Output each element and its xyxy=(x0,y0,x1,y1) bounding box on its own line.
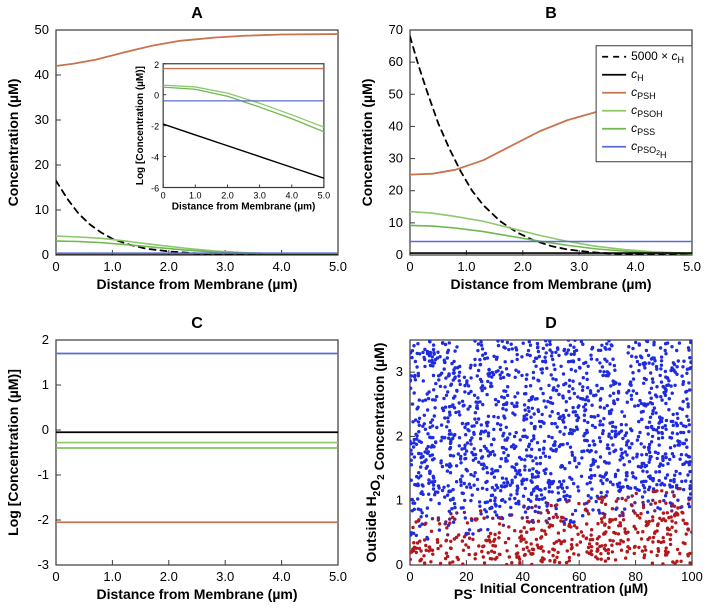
svg-text:0: 0 xyxy=(396,247,403,262)
series-line xyxy=(410,225,692,253)
svg-text:2: 2 xyxy=(396,428,403,443)
panel-title: B xyxy=(545,5,557,22)
plot-area xyxy=(56,354,338,523)
svg-text:20: 20 xyxy=(389,183,403,198)
panel-a: 01.02.03.04.05.001020304050ADistance fro… xyxy=(5,5,347,292)
x-axis-label: PS- Initial Concentration (µM) xyxy=(454,580,648,602)
svg-text:-2: -2 xyxy=(151,122,159,132)
panel-d: 0204060801000123DPS- Initial Concentrati… xyxy=(363,315,703,602)
svg-text:5.0: 5.0 xyxy=(683,259,701,274)
svg-text:5.0: 5.0 xyxy=(329,569,347,584)
svg-text:30: 30 xyxy=(35,112,49,127)
svg-text:60: 60 xyxy=(389,54,403,69)
svg-text:40: 40 xyxy=(35,67,49,82)
svg-text:40: 40 xyxy=(389,118,403,133)
svg-text:Distance from Membrane (µm): Distance from Membrane (µm) xyxy=(172,202,316,213)
panel-c: 0 1.0 2.0 3.0 4.0 5.0 -3 -2 -1 0 1 2 C Distance from … xyxy=(5,315,347,602)
svg-text:4.0: 4.0 xyxy=(273,569,291,584)
svg-text:4.0: 4.0 xyxy=(627,259,645,274)
svg-text:2.0: 2.0 xyxy=(221,191,234,201)
svg-text:1: 1 xyxy=(42,377,49,392)
y-axis-label: Log [Concentration (µM)] xyxy=(5,369,21,536)
svg-text:0: 0 xyxy=(42,422,49,437)
svg-text:70: 70 xyxy=(389,22,403,37)
svg-text:4.0: 4.0 xyxy=(273,259,291,274)
svg-text:-3: -3 xyxy=(37,557,49,572)
panel-title: C xyxy=(191,315,203,332)
legend: 5000 × cHcHcPSHcPSOHcPSScPSO2H xyxy=(596,46,692,162)
series-line xyxy=(410,212,692,254)
x-axis-label: Distance from Membrane (µm) xyxy=(451,276,652,292)
panel-b: 0 1.0 2.0 3.0 4.0 5.0 0 10 20 30 40 50 60 70 B Distance… xyxy=(359,5,701,292)
svg-text:10: 10 xyxy=(389,215,403,230)
panel-title: D xyxy=(545,315,557,332)
svg-text:2: 2 xyxy=(154,60,159,70)
scatter-area xyxy=(408,338,693,566)
svg-text:2.0: 2.0 xyxy=(160,259,178,274)
svg-text:20: 20 xyxy=(459,569,473,584)
svg-text:3.0: 3.0 xyxy=(216,569,234,584)
svg-text:1.0: 1.0 xyxy=(457,259,475,274)
legend-item-label: 5000 × cH xyxy=(631,49,684,65)
panel-title: A xyxy=(191,5,203,22)
svg-text:5.0: 5.0 xyxy=(329,259,347,274)
svg-text:0: 0 xyxy=(406,569,413,584)
svg-text:5.0: 5.0 xyxy=(318,191,331,201)
svg-text:-4: -4 xyxy=(151,153,159,163)
svg-text:1.0: 1.0 xyxy=(103,569,121,584)
series-line xyxy=(56,34,338,66)
svg-text:3.0: 3.0 xyxy=(570,259,588,274)
svg-text:50: 50 xyxy=(389,86,403,101)
svg-text:10: 10 xyxy=(35,202,49,217)
svg-text:0: 0 xyxy=(406,259,413,274)
svg-text:0: 0 xyxy=(396,557,403,572)
y-axis-label: Concentration (µM) xyxy=(5,79,21,207)
svg-text:0: 0 xyxy=(154,91,159,101)
svg-text:100: 100 xyxy=(681,569,703,584)
svg-text:1: 1 xyxy=(396,493,403,508)
svg-text:-6: -6 xyxy=(151,184,159,194)
svg-text:2.0: 2.0 xyxy=(514,259,532,274)
y-axis-label: Concentration (µM) xyxy=(359,79,375,207)
inset-plot: 0 1.0 2.0 3.0 4.0 5.0 -6 -4 -2 0 2 Distance from Me… xyxy=(135,60,330,213)
svg-text:0: 0 xyxy=(52,569,59,584)
svg-text:4.0: 4.0 xyxy=(285,191,298,201)
svg-text:3.0: 3.0 xyxy=(216,259,234,274)
svg-text:0: 0 xyxy=(52,259,59,274)
svg-text:1.0: 1.0 xyxy=(189,191,202,201)
svg-text:-2: -2 xyxy=(37,512,49,527)
y-axis-label: Outside H2O2 Concentration (µM) xyxy=(363,343,387,563)
svg-text:0: 0 xyxy=(161,191,166,201)
x-axis-label: Distance from Membrane (µm) xyxy=(97,586,298,602)
series-line xyxy=(56,236,338,255)
svg-text:3.0: 3.0 xyxy=(253,191,266,201)
svg-text:2: 2 xyxy=(42,332,49,347)
svg-text:Log [Concentration (µM)]: Log [Concentration (µM)] xyxy=(135,66,146,185)
svg-text:50: 50 xyxy=(35,22,49,37)
svg-text:2.0: 2.0 xyxy=(160,569,178,584)
svg-text:-1: -1 xyxy=(37,467,49,482)
svg-text:1.0: 1.0 xyxy=(103,259,121,274)
svg-text:0: 0 xyxy=(42,247,49,262)
svg-text:3: 3 xyxy=(396,364,403,379)
x-axis-label: Distance from Membrane (µm) xyxy=(97,276,298,292)
svg-text:30: 30 xyxy=(389,151,403,166)
svg-text:20: 20 xyxy=(35,157,49,172)
